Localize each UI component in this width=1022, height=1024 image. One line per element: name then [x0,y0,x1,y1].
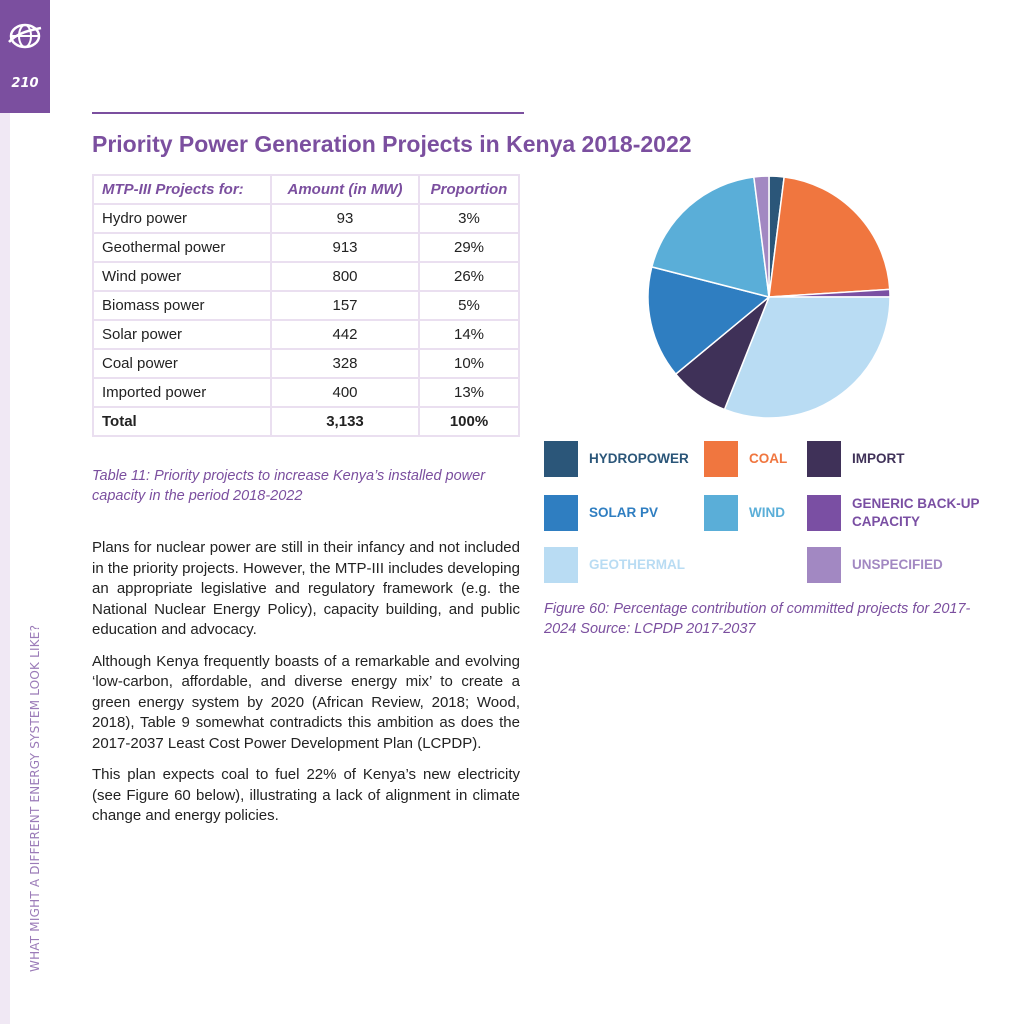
pie-slice-wind [650,176,770,299]
table-cell: 26% [418,261,520,292]
paragraph: Although Kenya frequently boasts of a re… [92,652,520,752]
page-number: 210 [11,76,39,91]
paragraph: Plans for nuclear power are still in the… [92,539,520,638]
table-cell: 29% [418,232,520,263]
legend-swatch [544,441,578,477]
legend-item: GEOTHERMAL [544,547,685,583]
table-cell: 5% [418,290,520,321]
legend-label: SOLAR PV [589,505,659,520]
pie-chart [647,175,891,419]
table-row: Hydro power 93 3% [92,203,520,234]
table-cell: 800 [270,261,420,292]
table-row: Coal power 328 10% [92,348,520,379]
side-strip [0,113,10,1024]
legend-label: IMPORT [852,451,905,466]
legend-swatch [807,441,841,477]
pie-slice-coal [768,176,891,298]
table-row: Wind power 800 26% [92,261,520,292]
table-cell: Wind power [92,261,272,292]
table-header-row: MTP-III Projects for: Amount (in MW) Pro… [92,174,520,205]
pie-slice-unspecified [752,175,770,298]
legend-item: SOLAR PV [544,495,658,531]
table-cell: 442 [270,319,420,350]
running-title: WHAT MIGHT A DIFFERENT ENERGY SYSTEM LOO… [28,624,42,972]
legend-label: HYDROPOWER [589,451,689,466]
table-row: Geothermal power 913 29% [92,232,520,263]
table-cell: Solar power [92,319,272,350]
legend-swatch [544,547,578,583]
legend-item: WIND [704,495,785,531]
table-cell: Imported power [92,377,272,408]
body-text: Plans for nuclear power are still in the… [92,538,520,838]
table-cell: Total [92,406,272,437]
legend-item: GENERIC BACK-UP CAPACITY [807,495,982,531]
table-cell: Biomass power [92,290,272,321]
pie-slice-solar-pv [647,265,771,376]
table-cell: 157 [270,290,420,321]
legend-label: UNSPECIFIED [852,557,943,572]
paragraph: This plan expects coal to fuel 22% of Ke… [92,766,520,824]
table-cell: Geothermal power [92,232,272,263]
projects-table: MTP-III Projects for: Amount (in MW) Pro… [92,174,520,437]
table-cell: 10% [418,348,520,379]
table-header: MTP-III Projects for: [92,174,272,205]
table-row: Solar power 442 14% [92,319,520,350]
table-cell: 328 [270,348,420,379]
table-total-row: Total 3,133 100% [92,406,520,437]
table-cell: 14% [418,319,520,350]
table-row: Imported power 400 13% [92,377,520,408]
pie-slice-geothermal [723,296,891,419]
legend-label: COAL [749,451,788,466]
table-cell: 3% [418,203,520,234]
legend-item: HYDROPOWER [544,441,689,477]
legend-swatch [807,495,841,531]
legend-label: WIND [749,505,785,520]
table-row: Biomass power 157 5% [92,290,520,321]
table-cell: Hydro power [92,203,272,234]
legend-swatch [807,547,841,583]
legend-item: COAL [704,441,787,477]
table-header: Proportion [418,174,520,205]
title-rule [92,112,524,114]
table-cell: 913 [270,232,420,263]
legend-label: GENERIC BACK-UP CAPACITY [852,496,980,529]
table-cell: 400 [270,377,420,408]
table-cell: 93 [270,203,420,234]
legend-label: GEOTHERMAL [589,557,685,572]
table-cell: 100% [418,406,520,437]
page-tab: 210 [0,0,50,113]
table-cell: 3,133 [270,406,420,437]
table-cell: 13% [418,377,520,408]
legend-swatch [704,495,738,531]
table-header: Amount (in MW) [270,174,420,205]
table-cell: Coal power [92,348,272,379]
table-caption: Table 11: Priority projects to increase … [92,468,486,504]
figure-caption: Figure 60: Percentage contribution of co… [544,601,971,637]
legend-item: IMPORT [807,441,905,477]
legend-item: UNSPECIFIED [807,547,943,583]
legend-swatch [704,441,738,477]
section-title: Priority Power Generation Projects in Ke… [92,131,692,157]
globe-icon [8,23,42,49]
legend-swatch [544,495,578,531]
